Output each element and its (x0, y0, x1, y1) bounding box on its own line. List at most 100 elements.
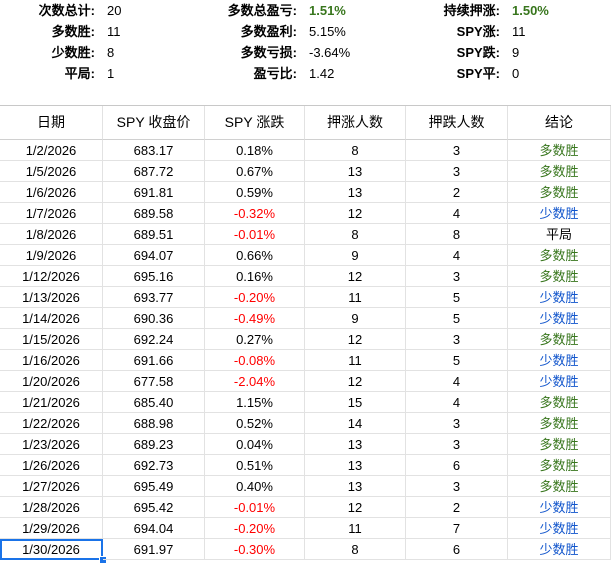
summary-label: 多数胜: (51, 24, 95, 39)
table-cell: 4 (406, 371, 508, 392)
table-cell: 少数胜 (508, 539, 611, 560)
table-cell: 1/16/2026 (0, 350, 103, 371)
table-cell: 683.17 (103, 140, 205, 161)
table-cell: 14 (305, 413, 406, 434)
table-cell: 1/5/2026 (0, 161, 103, 182)
table-cell: 691.97 (103, 539, 205, 560)
table-cell: 多数胜 (508, 476, 611, 497)
table-cell: 多数胜 (508, 245, 611, 266)
table-cell: 694.07 (103, 245, 205, 266)
table-cell: 1/2/2026 (0, 140, 103, 161)
table-cell: 1/12/2026 (0, 266, 103, 287)
table-cell: 12 (305, 329, 406, 350)
summary-label: 多数盈利: (240, 24, 297, 39)
table-cell: 1/8/2026 (0, 224, 103, 245)
table-cell: -2.04% (205, 371, 305, 392)
table-cell: 1.15% (205, 392, 305, 413)
table-cell: 少数胜 (508, 203, 611, 224)
table-cell: 多数胜 (508, 413, 611, 434)
table-cell: 少数胜 (508, 350, 611, 371)
table-cell: 0.59% (205, 182, 305, 203)
table-cell: 15 (305, 392, 406, 413)
table-cell: 13 (305, 161, 406, 182)
summary-value: 0 (512, 66, 520, 81)
table-cell: 2 (406, 182, 508, 203)
table-cell: 9 (305, 245, 406, 266)
table-cell: 1/27/2026 (0, 476, 103, 497)
table-cell: 692.73 (103, 455, 205, 476)
summary-label: 平局: (64, 66, 95, 81)
table-cell: 8 (305, 224, 406, 245)
table-cell: 12 (305, 266, 406, 287)
selection-handle[interactable] (99, 556, 107, 564)
summary-value: 5.15% (309, 24, 346, 39)
table-cell: 多数胜 (508, 161, 611, 182)
summary-label: 多数总盈亏: (227, 3, 297, 18)
column-header: 押跌人数 (406, 106, 508, 140)
summary-value: 1.51% (309, 3, 346, 18)
table-cell: 6 (406, 539, 508, 560)
column-header: SPY 收盘价 (103, 106, 205, 140)
table-cell: 1/9/2026 (0, 245, 103, 266)
summary-value: 20 (107, 3, 122, 18)
table-cell: 1/28/2026 (0, 497, 103, 518)
header-divider (0, 105, 611, 106)
table-cell: 13 (305, 455, 406, 476)
table-cell: 692.24 (103, 329, 205, 350)
table-cell: 8 (406, 224, 508, 245)
table-cell: 677.58 (103, 371, 205, 392)
table-cell: 13 (305, 434, 406, 455)
table-cell: 4 (406, 245, 508, 266)
table-cell: 12 (305, 497, 406, 518)
table-cell: 2 (406, 497, 508, 518)
table-cell: 690.36 (103, 308, 205, 329)
table-cell: 0.18% (205, 140, 305, 161)
table-cell: 1/15/2026 (0, 329, 103, 350)
summary-value: 11 (107, 24, 121, 39)
table-cell: 少数胜 (508, 308, 611, 329)
table-cell: 0.04% (205, 434, 305, 455)
table-cell: 691.66 (103, 350, 205, 371)
summary-value: -3.64% (309, 45, 351, 60)
column-header: SPY 涨跌 (205, 106, 305, 140)
table-cell: 1/30/2026 (0, 539, 103, 560)
table-cell: 3 (406, 140, 508, 161)
summary-label: SPY跌: (456, 45, 500, 60)
table-cell: -0.49% (205, 308, 305, 329)
table-cell: 3 (406, 329, 508, 350)
summary-label: 多数亏损: (240, 45, 297, 60)
summary-value: 8 (107, 45, 115, 60)
table-cell: 695.42 (103, 497, 205, 518)
table-cell: 1/21/2026 (0, 392, 103, 413)
table-cell: 0.40% (205, 476, 305, 497)
table-cell: 多数胜 (508, 140, 611, 161)
table-cell: 12 (305, 371, 406, 392)
summary-label: 盈亏比: (253, 66, 297, 81)
table-cell: 8 (305, 539, 406, 560)
table-cell: 4 (406, 203, 508, 224)
table-cell: 687.72 (103, 161, 205, 182)
table-cell: -0.32% (205, 203, 305, 224)
table-cell: -0.08% (205, 350, 305, 371)
column-header: 结论 (508, 106, 611, 140)
table-cell: 691.81 (103, 182, 205, 203)
table-cell: -0.20% (205, 287, 305, 308)
table-cell: 1/14/2026 (0, 308, 103, 329)
table-cell: -0.01% (205, 224, 305, 245)
summary-value: 9 (512, 45, 520, 60)
table-cell: 9 (305, 308, 406, 329)
table-cell: 1/22/2026 (0, 413, 103, 434)
table-cell: 11 (305, 350, 406, 371)
table-cell: 688.98 (103, 413, 205, 434)
table-cell: 1/26/2026 (0, 455, 103, 476)
table-cell: 多数胜 (508, 434, 611, 455)
table-cell: 11 (305, 287, 406, 308)
table-cell: 多数胜 (508, 266, 611, 287)
table-cell: 少数胜 (508, 371, 611, 392)
table-cell: 695.49 (103, 476, 205, 497)
table-cell: 3 (406, 161, 508, 182)
table-cell: 12 (305, 203, 406, 224)
table-cell: -0.01% (205, 497, 305, 518)
table-cell: 693.77 (103, 287, 205, 308)
